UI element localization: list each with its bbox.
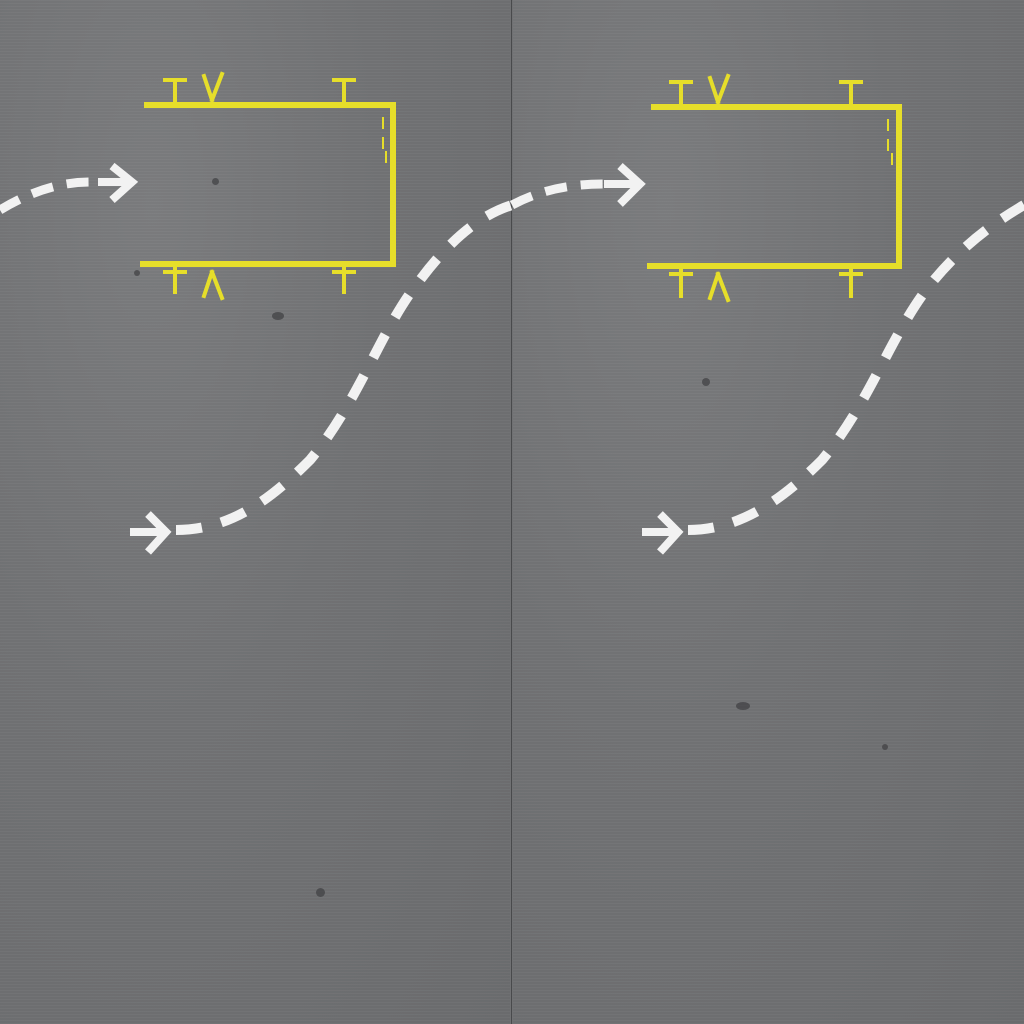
t-mark-icon: [669, 80, 693, 109]
y-mark-icon: [201, 71, 225, 103]
chevron-right-icon: [130, 511, 172, 555]
left-parking-stall: [140, 71, 396, 301]
y-mark-icon: [707, 73, 731, 105]
oil-stain: [316, 888, 325, 897]
left-entry-route: [0, 162, 139, 214]
right-parking-stall: [647, 73, 902, 303]
t-mark-icon: [839, 264, 863, 298]
t-mark-icon: [839, 80, 863, 109]
t-mark-icon: [163, 78, 187, 107]
right-asphalt-panel: [513, 0, 1024, 1024]
t-mark-icon: [332, 262, 356, 294]
oil-stain: [134, 270, 140, 276]
oil-stain: [212, 178, 219, 185]
right-entry-route: [509, 163, 646, 209]
chevron-right-icon: [98, 162, 139, 203]
chevron-right-icon: [642, 511, 684, 555]
y-mark-icon: [201, 269, 225, 301]
oil-stain: [882, 744, 888, 750]
oil-stain: [272, 312, 284, 320]
left-asphalt-panel: [0, 0, 510, 1024]
t-mark-icon: [332, 78, 356, 107]
chevron-right-icon: [604, 163, 646, 207]
t-mark-icon: [163, 262, 187, 294]
y-mark-icon: [707, 271, 731, 303]
right-s-route: [642, 200, 1024, 555]
panel-seam: [510, 0, 513, 1024]
oil-stain: [736, 702, 750, 710]
oil-stain: [702, 378, 710, 386]
left-s-route: [130, 200, 514, 555]
t-mark-icon: [669, 264, 693, 298]
